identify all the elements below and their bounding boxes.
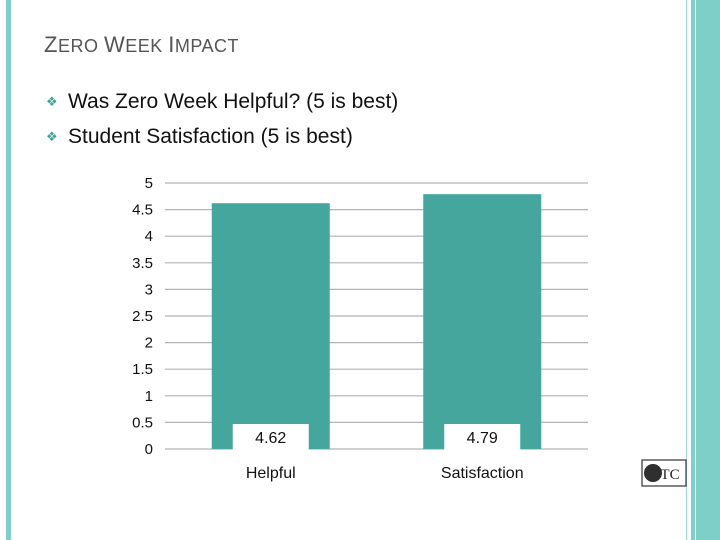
y-tick-label: 3 <box>145 281 153 298</box>
y-tick-label: 0.5 <box>132 414 153 431</box>
left-frame-bar <box>6 0 11 540</box>
y-tick-label: 4 <box>145 228 153 245</box>
bullet-text: Was Zero Week Helpful? (5 is best) <box>68 89 399 113</box>
x-category-label: Satisfaction <box>441 465 524 482</box>
y-tick-label: 0 <box>145 441 153 458</box>
y-tick-label: 2.5 <box>132 308 153 325</box>
diamond-bullet-icon: ❖ <box>46 93 58 109</box>
right-frame-inner-line <box>695 0 696 540</box>
bullet-item: ❖ Was Zero Week Helpful? (5 is best) <box>46 84 398 119</box>
bullet-text: Student Satisfaction (5 is best) <box>68 124 353 148</box>
x-category-label: Helpful <box>246 465 296 482</box>
y-tick-label: 5 <box>145 175 153 192</box>
bar <box>211 203 330 449</box>
bullet-item: ❖ Student Satisfaction (5 is best) <box>46 119 398 154</box>
y-tick-label: 3.5 <box>132 255 153 272</box>
tc-logo: TC <box>641 459 687 487</box>
data-label: 4.79 <box>467 430 498 447</box>
right-frame-line <box>686 0 687 540</box>
logo-text: TC <box>660 467 679 483</box>
diamond-bullet-icon: ❖ <box>46 128 58 144</box>
data-label: 4.62 <box>255 430 286 447</box>
y-tick-label: 4.5 <box>132 202 153 219</box>
y-tick-label: 1.5 <box>132 361 153 378</box>
y-tick-label: 1 <box>145 388 153 405</box>
slide-title: ZERO WEEK IMPACT <box>44 32 240 57</box>
data-label-background <box>444 424 521 450</box>
data-label-background <box>232 424 309 450</box>
bar <box>423 194 542 449</box>
y-tick-label: 2 <box>145 335 153 352</box>
bullet-list: ❖ Was Zero Week Helpful? (5 is best) ❖ S… <box>46 84 398 154</box>
